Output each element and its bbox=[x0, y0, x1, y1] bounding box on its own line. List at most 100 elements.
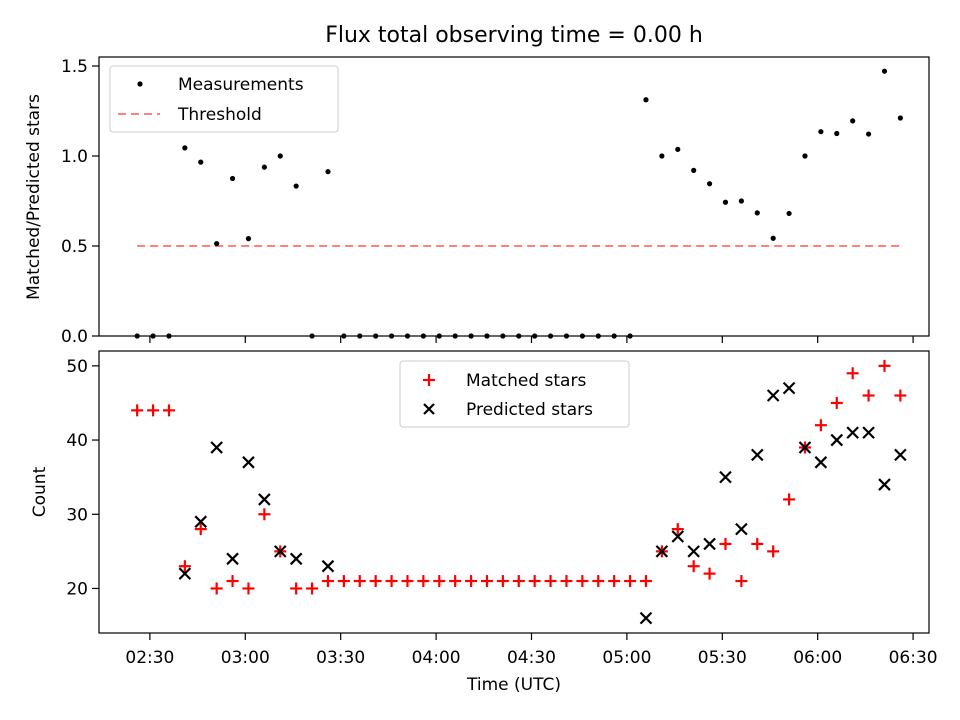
bottom-legend-box bbox=[399, 360, 630, 428]
matched-star-point bbox=[703, 567, 716, 580]
measurement-point bbox=[818, 129, 824, 135]
matched-star-point bbox=[576, 575, 589, 588]
measurement-point bbox=[865, 131, 872, 137]
predicted-star-point bbox=[814, 456, 828, 469]
bottom-x-tick-label: 06:00 bbox=[793, 648, 842, 668]
matched-star-point bbox=[321, 575, 334, 588]
matched-star-point bbox=[337, 575, 350, 588]
measurement-point bbox=[245, 236, 252, 242]
predicted-star-point bbox=[671, 530, 685, 543]
bottom-x-tick-label: 03:00 bbox=[221, 648, 270, 668]
predicted-star-point bbox=[178, 567, 192, 580]
measurement-point bbox=[182, 145, 188, 151]
measurement-point bbox=[770, 235, 776, 241]
bottom-x-tick-label: 04:00 bbox=[412, 648, 461, 668]
bottom-x-axis-label: Time (UTC) bbox=[466, 675, 561, 695]
matched-star-point bbox=[528, 575, 541, 588]
predicted-star-point bbox=[719, 470, 732, 484]
bottom-plot-area bbox=[131, 359, 907, 625]
predicted-star-point bbox=[846, 426, 859, 439]
bottom-y-axis-label: Count bbox=[30, 466, 50, 517]
matched-star-point bbox=[147, 404, 160, 417]
predicted-star-point bbox=[639, 611, 653, 625]
predicted-star-point bbox=[194, 515, 208, 528]
matched-star-point bbox=[878, 359, 891, 372]
matched-star-point bbox=[449, 575, 462, 588]
measurement-point bbox=[325, 169, 331, 175]
bottom-legend: Matched stars Predicted stars bbox=[399, 360, 630, 428]
legend-measurements-label: Measurements bbox=[178, 75, 304, 95]
matched-star-point bbox=[433, 575, 446, 588]
matched-star-point bbox=[258, 508, 271, 521]
top-plot-frame bbox=[98, 56, 930, 337]
matched-star-point bbox=[465, 575, 478, 588]
matched-star-point bbox=[242, 582, 255, 595]
predicted-star-point bbox=[242, 456, 255, 469]
top-legend: Measurements Threshold bbox=[109, 65, 339, 133]
matched-star-point bbox=[719, 537, 732, 550]
top-y-axis-label: Matched/Predicted stars bbox=[24, 94, 44, 300]
predicted-star-point bbox=[687, 545, 700, 558]
top-y-tick-label: 1.5 bbox=[61, 57, 88, 77]
bottom-x-tick-label: 03:30 bbox=[316, 648, 365, 668]
matched-star-point bbox=[687, 560, 700, 573]
matched-star-point bbox=[671, 523, 684, 536]
matched-star-point bbox=[862, 389, 875, 402]
bottom-x-tick-label: 05:30 bbox=[698, 648, 747, 668]
matched-star-point bbox=[814, 419, 827, 432]
top-y-tick-label: 0.0 bbox=[61, 327, 88, 347]
measurement-point bbox=[675, 146, 681, 152]
bottom-x-tick-label: 06:30 bbox=[889, 648, 938, 668]
bottom-x-tick-label: 04:30 bbox=[507, 648, 556, 668]
matched-star-point bbox=[131, 404, 144, 417]
measurement-point bbox=[802, 153, 808, 159]
measurement-point bbox=[786, 210, 792, 217]
matched-star-point bbox=[639, 575, 652, 588]
bottom-x-tick-label: 05:00 bbox=[602, 648, 651, 668]
predicted-star-point bbox=[289, 552, 303, 566]
predicted-star-point bbox=[894, 448, 907, 462]
measurement-point bbox=[722, 199, 729, 205]
matched-star-point bbox=[751, 537, 764, 550]
predicted-star-point bbox=[782, 381, 796, 395]
matched-star-point bbox=[290, 582, 303, 595]
predicted-star-point bbox=[703, 537, 716, 551]
measurement-point bbox=[198, 159, 204, 165]
matched-star-point bbox=[194, 523, 207, 536]
bottom-y-tick-label: 40 bbox=[66, 431, 88, 451]
matched-star-point bbox=[210, 582, 223, 595]
measurement-point bbox=[897, 115, 903, 121]
legend-threshold-label: Threshold bbox=[177, 105, 262, 125]
matched-star-point bbox=[306, 582, 319, 595]
matched-star-point bbox=[512, 575, 525, 588]
matched-star-point bbox=[226, 575, 239, 588]
matched-star-point bbox=[608, 575, 621, 588]
matched-star-point bbox=[401, 575, 414, 588]
bottom-y-tick-label: 50 bbox=[66, 357, 88, 377]
top-plot-area bbox=[134, 68, 903, 339]
measurement-point bbox=[659, 153, 665, 159]
matched-star-point bbox=[846, 367, 859, 380]
predicted-star-point bbox=[798, 441, 812, 454]
legend-predicted-marker bbox=[423, 403, 435, 415]
matched-star-point bbox=[353, 575, 366, 588]
legend-matched-marker bbox=[423, 374, 435, 386]
bottom-y-tick-label: 20 bbox=[66, 579, 88, 599]
measurement-point bbox=[706, 181, 713, 187]
legend-measurements-marker bbox=[137, 81, 143, 87]
matched-star-point bbox=[480, 575, 493, 588]
matched-star-point bbox=[767, 545, 780, 558]
bottom-x-tick-label: 02:30 bbox=[125, 648, 174, 668]
measurement-point bbox=[850, 118, 856, 124]
matched-star-point bbox=[369, 575, 382, 588]
top-y-tick-label: 0.5 bbox=[61, 237, 88, 257]
measurement-point bbox=[834, 130, 840, 137]
measurement-point bbox=[881, 68, 888, 74]
top-y-tick-label: 1.0 bbox=[61, 147, 88, 167]
bottom-y-tick-label: 30 bbox=[66, 505, 88, 525]
predicted-star-point bbox=[735, 522, 748, 536]
measurement-point bbox=[754, 210, 760, 216]
top-legend-box bbox=[109, 65, 339, 133]
matched-star-point bbox=[417, 575, 430, 588]
